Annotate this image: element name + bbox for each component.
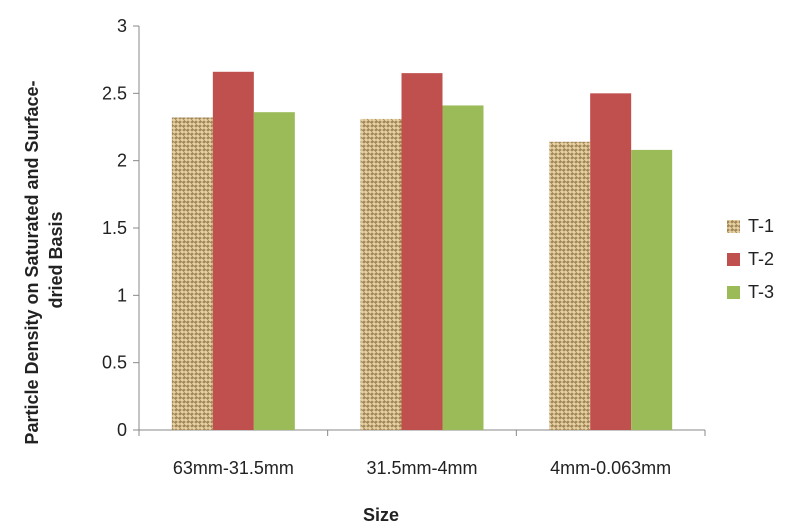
y-axis-title-line-1: Particle Density on Saturated and Surfac… <box>22 80 42 444</box>
legend-label: T-1 <box>748 216 774 236</box>
y-tick-label: 1 <box>117 285 127 305</box>
bar-t-3 <box>631 149 673 431</box>
bars <box>171 71 673 431</box>
x-axis-title: Size <box>363 505 399 525</box>
legend: T-1 T-2 T-3 <box>727 216 774 302</box>
y-axis-title: Particle Density on Saturated and Surfac… <box>22 75 66 444</box>
y-tick-label: 1.5 <box>102 218 127 238</box>
legend-swatch <box>727 286 740 299</box>
y-axis-title-line-2: dried Basis <box>46 211 66 308</box>
axes: 0 0.5 1 1.5 2 2.5 3 63mm-31.5mm 31.5mm-4mm 4mm-0.… <box>102 16 706 478</box>
x-tick-label: 31.5mm-4mm <box>366 458 477 478</box>
legend-label: T-3 <box>748 282 774 302</box>
bar-t-1 <box>171 117 213 430</box>
bar-t-2 <box>401 73 443 430</box>
legend-label: T-2 <box>748 249 774 269</box>
bar-t-2 <box>590 93 632 430</box>
bar-t-3 <box>253 112 295 430</box>
bar-t-1 <box>549 141 591 430</box>
bar-t-2 <box>212 71 254 430</box>
x-tick-label: 4mm-0.063mm <box>550 458 671 478</box>
x-tick-label: 63mm-31.5mm <box>173 458 294 478</box>
y-tick-label: 0 <box>117 420 127 440</box>
y-tick-label: 3 <box>117 16 127 36</box>
bar-t-1 <box>360 118 402 431</box>
legend-swatch <box>727 220 740 233</box>
y-tick-label: 0.5 <box>102 353 127 373</box>
bar-t-3 <box>442 105 484 430</box>
y-tick-label: 2 <box>117 151 127 171</box>
labels: Size Particle Density on Saturated and S… <box>22 75 399 525</box>
legend-swatch <box>727 253 740 266</box>
y-tick-label: 2.5 <box>102 83 127 103</box>
